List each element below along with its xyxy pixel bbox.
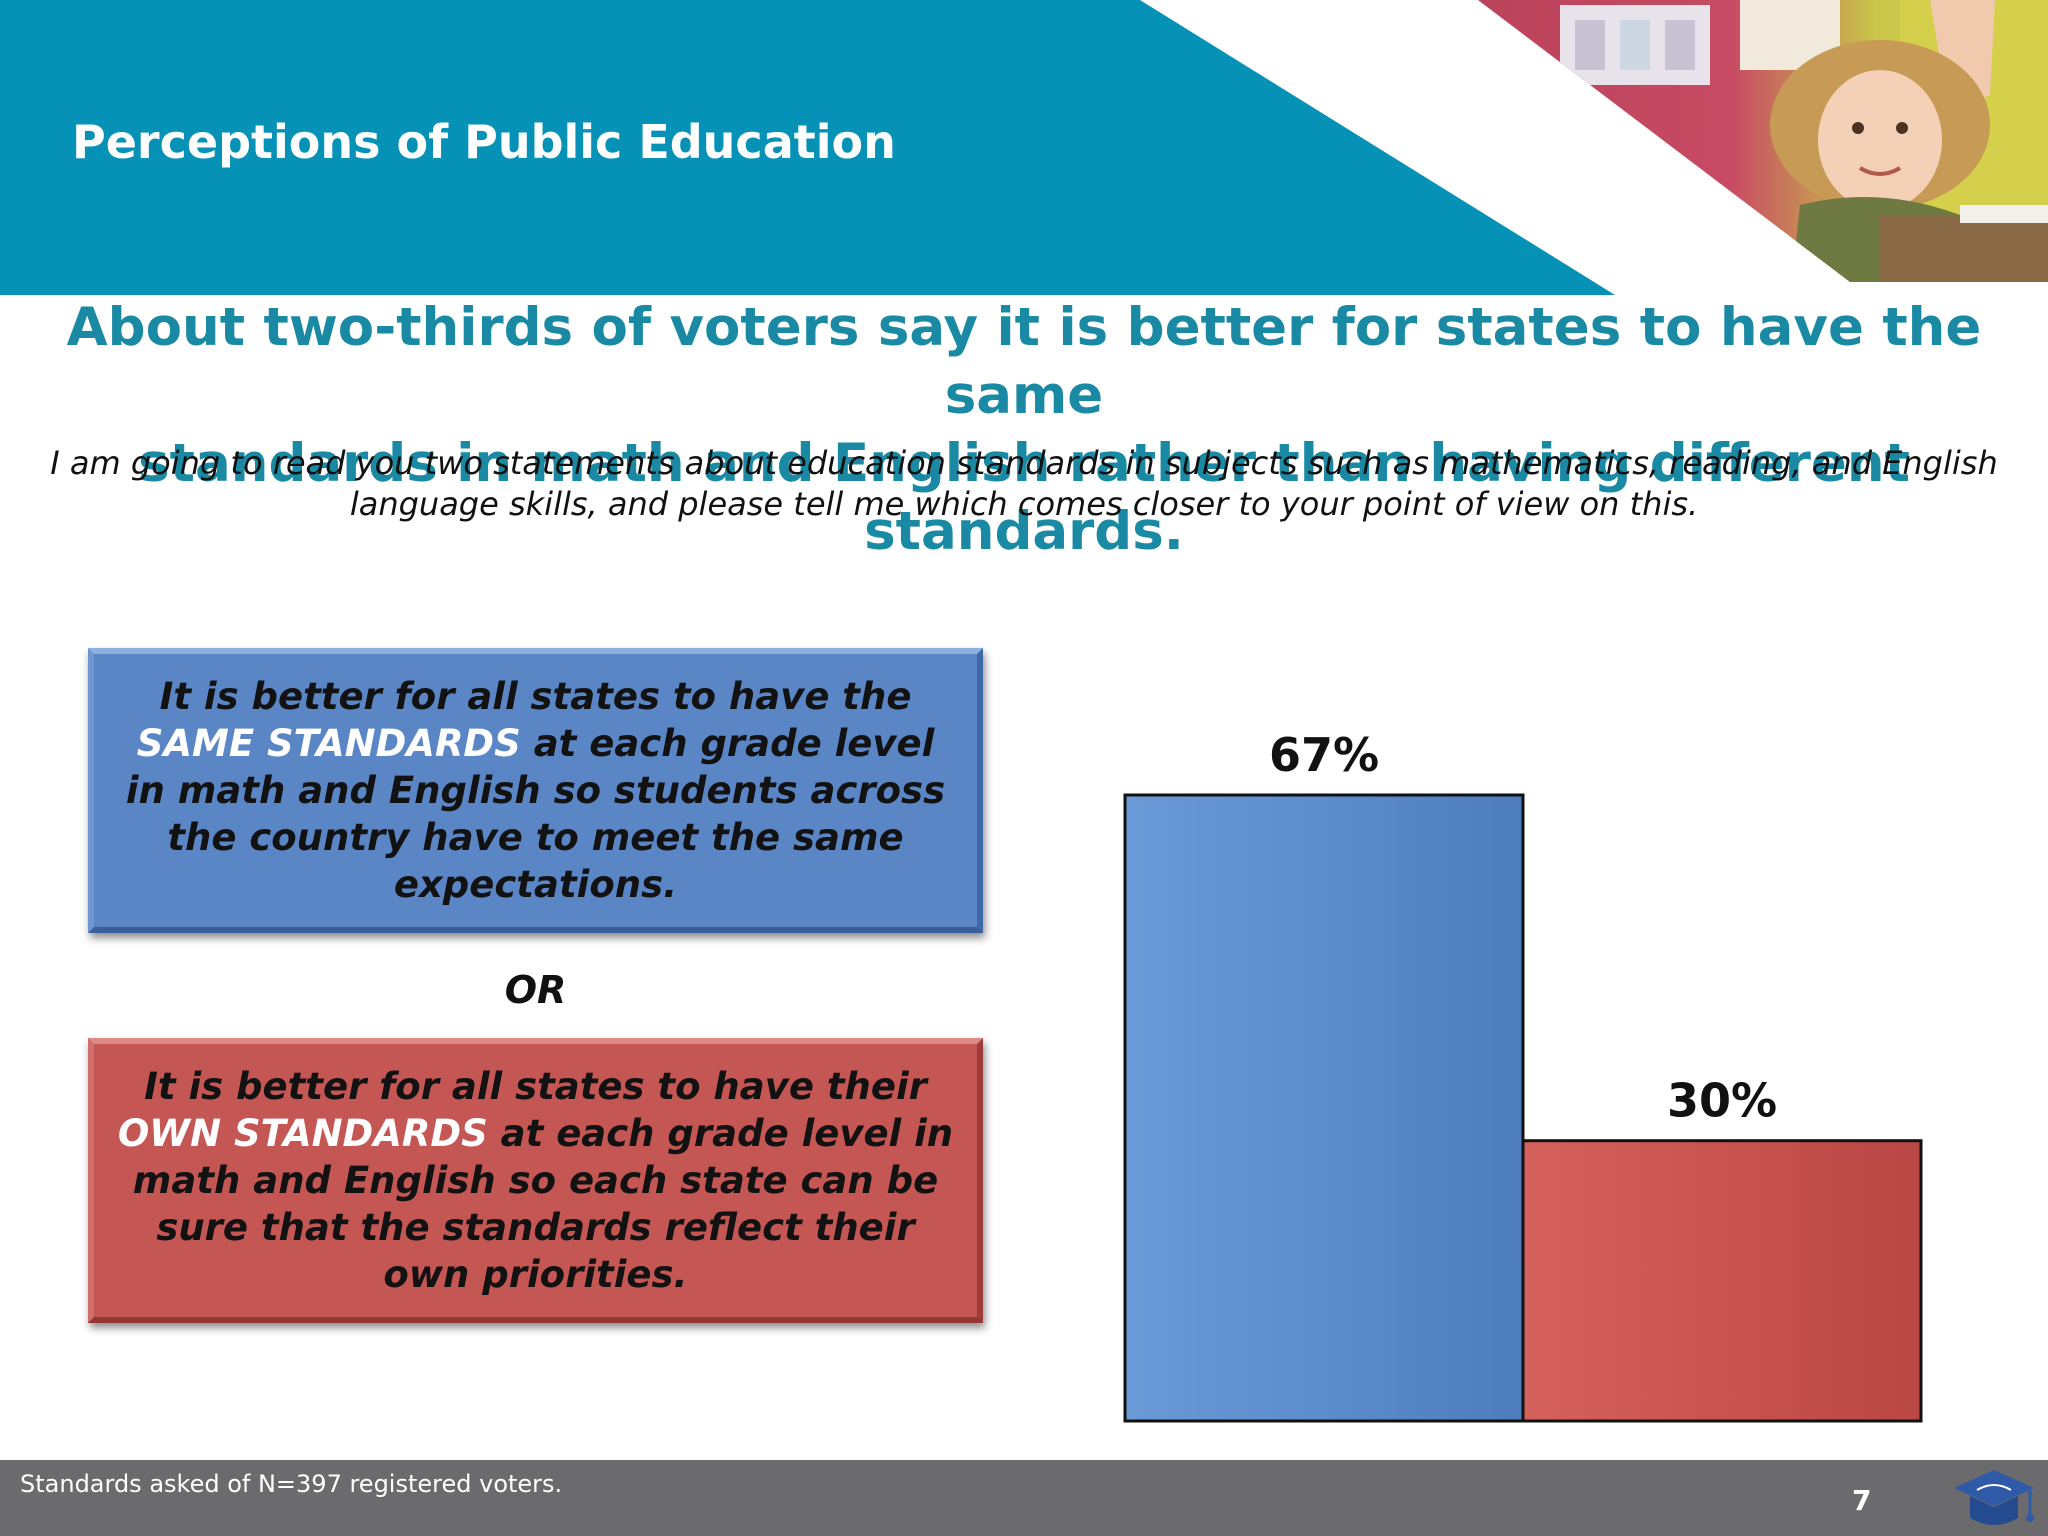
statement-same-text: It is better for all states to have the … <box>116 673 955 908</box>
data-label-own-standards: 30% <box>1667 1074 1777 1128</box>
bar-own-standards <box>1521 1139 1923 1423</box>
statement-own-pre: It is better for all states to have thei… <box>144 1065 927 1108</box>
headline-line-1: About two-thirds of voters say it is bet… <box>66 297 1982 426</box>
statement-own-highlight: OWN STANDARDS <box>117 1112 488 1155</box>
headline-line-2: standards in math and English rather tha… <box>138 433 1910 562</box>
footer-bar: Standards asked of N=397 registered vote… <box>0 1460 2048 1536</box>
bar-same-standards <box>1123 793 1525 1423</box>
question-line-2: language skills, and please tell me whic… <box>349 485 1699 523</box>
statement-same-highlight: SAME STANDARDS <box>136 722 521 765</box>
statement-own-standards: It is better for all states to have thei… <box>88 1038 983 1323</box>
header-banner <box>0 0 1615 295</box>
graduation-cap-logo-icon <box>1954 1470 2034 1525</box>
statement-same-post: at each grade level in math and English … <box>125 722 946 906</box>
statement-same-pre: It is better for all states to have the <box>159 675 912 718</box>
classroom-photo <box>1478 0 2048 282</box>
or-label: OR <box>504 968 567 1012</box>
statement-own-text: It is better for all states to have thei… <box>116 1063 955 1298</box>
page-number: 7 <box>1852 1484 1872 1517</box>
data-label-same-standards: 67% <box>1269 728 1379 782</box>
statement-own-post: at each grade level in math and English … <box>132 1112 954 1296</box>
footnote: Standards asked of N=397 registered vote… <box>20 1470 563 1498</box>
question-text: I am going to read you two statements ab… <box>40 443 2008 525</box>
statement-same-standards: It is better for all states to have the … <box>88 648 983 933</box>
section-title: Perceptions of Public Education <box>72 115 896 169</box>
headline: About two-thirds of voters say it is bet… <box>40 294 2008 566</box>
question-line-1: I am going to read you two statements ab… <box>50 444 1998 482</box>
